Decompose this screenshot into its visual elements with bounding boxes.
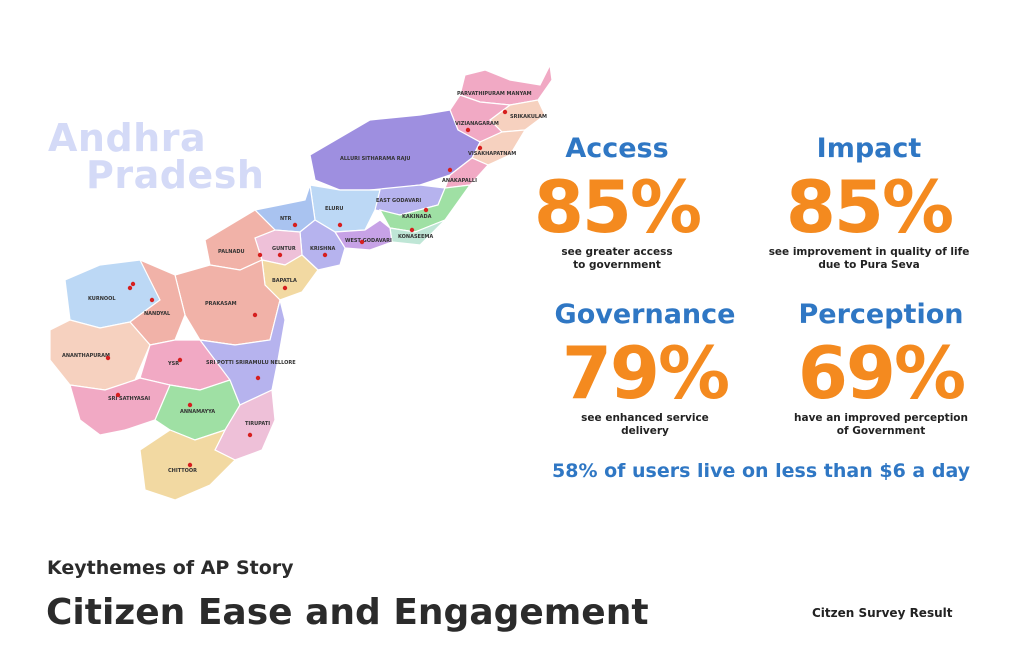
- svg-text:WEST GODAVARI: WEST GODAVARI: [345, 238, 392, 244]
- andhra-pradesh-map: PARVATHIPURAM MANYAM SRIKAKULAM VIZIANAG…: [40, 60, 560, 510]
- stat-governance: Governance 79% see enhanced service deli…: [530, 300, 760, 438]
- state-name-andhra: Andhra: [48, 116, 207, 160]
- source-label: Citzen Survey Result: [812, 606, 953, 620]
- stat-access-desc: see greater access to government: [561, 246, 673, 271]
- stat-perception-title: Perception: [798, 299, 964, 330]
- stat-perception-value: 69%: [797, 331, 966, 415]
- svg-text:TIRUPATI: TIRUPATI: [245, 421, 270, 427]
- stat-perception: Perception 69% have an improved percepti…: [766, 300, 996, 438]
- svg-text:SRIKAKULAM: SRIKAKULAM: [510, 114, 547, 120]
- svg-text:SRI SATHYASAI: SRI SATHYASAI: [108, 396, 150, 402]
- stat-impact-desc: see improvement in quality of life due t…: [768, 246, 970, 271]
- stat-impact-value: 85%: [785, 165, 954, 249]
- stat-governance-value: 79%: [561, 331, 730, 415]
- district-anakapalli: [444, 157, 490, 189]
- svg-text:ALLURI SITHARAMA RAJU: ALLURI SITHARAMA RAJU: [340, 156, 410, 162]
- stat-access-value: 85%: [533, 165, 702, 249]
- stat-governance-desc: see enhanced service delivery: [581, 412, 709, 437]
- svg-text:ELURU: ELURU: [325, 206, 343, 212]
- svg-text:PARVATHIPURAM MANYAM: PARVATHIPURAM MANYAM: [457, 91, 532, 97]
- svg-text:EAST GODAVARI: EAST GODAVARI: [376, 198, 421, 204]
- stat-governance-title: Governance: [554, 299, 736, 330]
- district-west-godavari: [333, 219, 393, 251]
- svg-text:GUNTUR: GUNTUR: [272, 246, 296, 252]
- district-sri-potti-sriramulu-nellore: [198, 299, 286, 406]
- district-chittoor: [139, 428, 237, 501]
- svg-text:SRI POTTI SRIRAMULU NELLORE: SRI POTTI SRIRAMULU NELLORE: [206, 360, 296, 366]
- state-name-pradesh: Pradesh: [86, 153, 265, 197]
- svg-text:YSR: YSR: [167, 361, 179, 367]
- svg-text:KONASEEMA: KONASEEMA: [398, 234, 433, 240]
- svg-text:ANANTHAPURAM: ANANTHAPURAM: [62, 353, 110, 359]
- svg-text:BAPATLA: BAPATLA: [272, 278, 297, 284]
- stat-access: Access 85% see greater access to governm…: [502, 134, 732, 272]
- svg-text:ANAKAPALLI: ANAKAPALLI: [442, 178, 477, 184]
- svg-text:PRAKASAM: PRAKASAM: [205, 301, 237, 307]
- kicker-heading: Keythemes of AP Story: [47, 557, 294, 579]
- svg-text:CHITTOOR: CHITTOOR: [168, 468, 197, 474]
- svg-text:NANDYAL: NANDYAL: [144, 311, 171, 317]
- page-title: Citizen Ease and Engagement: [46, 592, 649, 633]
- svg-text:KRISHNA: KRISHNA: [310, 246, 336, 252]
- district-map-svg: PARVATHIPURAM MANYAM SRIKAKULAM VIZIANAG…: [49, 62, 553, 501]
- stat-perception-desc: have an improved perception of Governmen…: [794, 412, 968, 437]
- svg-text:PALNADU: PALNADU: [218, 249, 245, 255]
- svg-text:VISAKHAPATNAM: VISAKHAPATNAM: [468, 151, 516, 157]
- district-parvathipuram-manyam: [459, 62, 553, 106]
- svg-text:VIZIANAGARAM: VIZIANAGARAM: [455, 121, 499, 127]
- income-note: 58% of users live on less than $6 a day: [552, 460, 971, 482]
- district-sri-sathyasai: [69, 377, 171, 436]
- svg-text:KURNOOL: KURNOOL: [88, 296, 116, 302]
- stat-impact: Impact 85% see improvement in quality of…: [754, 134, 984, 272]
- svg-text:KAKINADA: KAKINADA: [402, 214, 432, 220]
- district-ananthapuram: [49, 319, 151, 391]
- svg-text:NTR: NTR: [280, 216, 292, 222]
- stat-impact-title: Impact: [816, 133, 922, 164]
- stat-access-title: Access: [565, 133, 669, 164]
- svg-text:ANNAMAYYA: ANNAMAYYA: [180, 409, 215, 415]
